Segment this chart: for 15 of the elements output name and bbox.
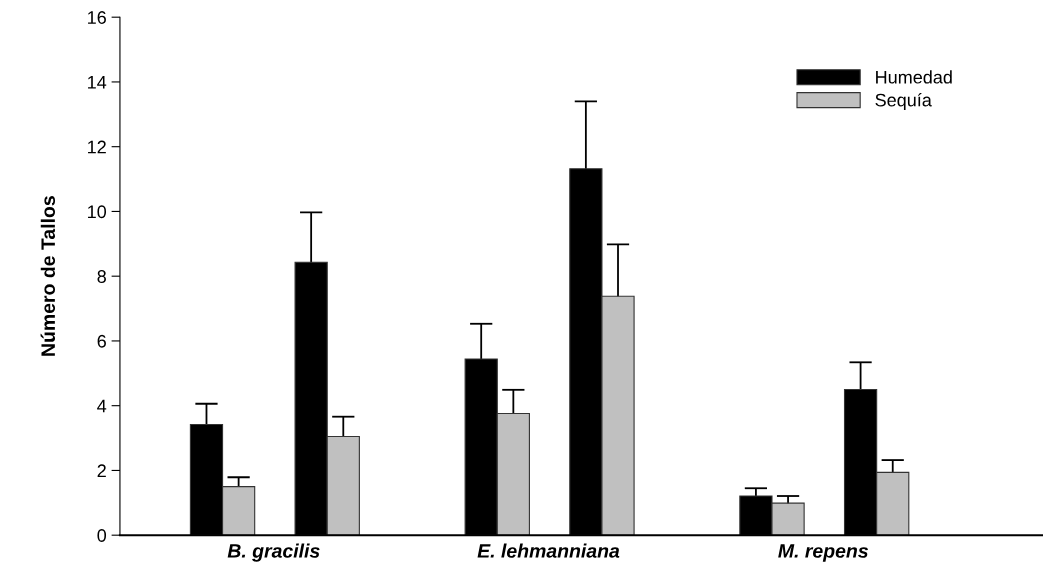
y-tick-label: 2: [97, 464, 106, 477]
y-tick-label: 10: [88, 205, 107, 219]
legend-label: Humedad: [876, 70, 952, 84]
y-tick-label: 16: [88, 11, 106, 24]
y-tick-label: 6: [97, 334, 106, 348]
x-tick-label: E. lehmanniana: [477, 543, 620, 558]
y-tick-label: 8: [97, 270, 106, 283]
legend-label: Sequía: [875, 93, 932, 111]
y-tick-label: 0: [97, 529, 107, 542]
x-tick-label: M. repens: [778, 544, 868, 562]
y-axis-title: Número de Tallos: [40, 196, 56, 356]
x-tick-label: B. gracilis: [227, 543, 320, 562]
y-tick-label: 12: [88, 140, 106, 154]
y-tick-label: 14: [88, 76, 107, 89]
y-tick-label: 4: [97, 399, 107, 413]
